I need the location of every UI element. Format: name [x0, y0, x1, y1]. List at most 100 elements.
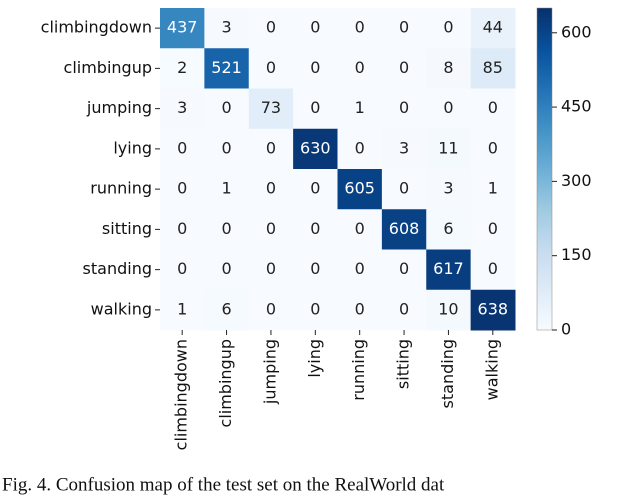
- cell-label: 0: [399, 259, 409, 278]
- cell-label: 0: [399, 58, 409, 77]
- cell: [337, 249, 383, 291]
- cell-label: 630: [300, 138, 331, 157]
- cell-label: 3: [399, 138, 409, 157]
- cell: [160, 48, 205, 89]
- cell-label: 0: [266, 179, 276, 198]
- cell: [204, 249, 250, 291]
- cell-label: 0: [399, 179, 409, 198]
- cell: [470, 209, 516, 250]
- cell-label: 0: [355, 18, 365, 37]
- cell-label: 0: [310, 98, 320, 117]
- x-tick-label: climbingdown: [172, 339, 191, 450]
- cell: [293, 289, 338, 331]
- cell-label: 0: [355, 58, 365, 77]
- colorbar: [536, 7, 553, 331]
- cell-label: 521: [211, 58, 242, 77]
- cell: [293, 128, 338, 170]
- x-tick-label: sitting: [394, 339, 413, 389]
- cell: [248, 48, 294, 89]
- cell-label: 608: [389, 219, 420, 238]
- x-tick-label: running: [349, 339, 368, 401]
- cell: [337, 289, 383, 331]
- cell: [204, 48, 250, 89]
- cell-label: 1: [177, 299, 187, 318]
- cell: [470, 8, 516, 49]
- colorbar-tick-label: 0: [561, 320, 571, 339]
- y-tick-label: walking: [91, 299, 152, 318]
- y-tick-label: climbingdown: [41, 18, 152, 37]
- cell: [426, 249, 472, 291]
- cell: [426, 8, 472, 49]
- cell-label: 0: [399, 98, 409, 117]
- cell-label: 0: [266, 259, 276, 278]
- cell: [204, 289, 250, 331]
- cell-label: 73: [261, 98, 281, 117]
- cell: [381, 209, 427, 250]
- cell-label: 0: [488, 138, 498, 157]
- cell-label: 3: [221, 18, 231, 37]
- cell-label: 0: [355, 138, 365, 157]
- y-tick-label: jumping: [86, 98, 152, 117]
- cell: [160, 289, 205, 331]
- cell-label: 6: [221, 299, 231, 318]
- cell-label: 0: [310, 219, 320, 238]
- cell-label: 0: [443, 98, 453, 117]
- cell: [470, 289, 516, 331]
- cell: [248, 209, 294, 250]
- cell-label: 0: [221, 98, 231, 117]
- cell: [160, 8, 205, 49]
- cell-label: 605: [344, 179, 375, 198]
- cell: [204, 8, 250, 49]
- colorbar-tick-label: 600: [561, 22, 592, 41]
- y-tick-label: climbingup: [64, 58, 152, 77]
- cell-label: 0: [355, 219, 365, 238]
- cell: [337, 88, 383, 130]
- cell: [381, 48, 427, 89]
- cell: [248, 8, 294, 49]
- cell-label: 0: [488, 98, 498, 117]
- cell-label: 85: [483, 58, 503, 77]
- cell: [470, 169, 516, 210]
- y-tick-label: sitting: [102, 219, 152, 238]
- cell-label: 2: [177, 58, 187, 77]
- cell: [160, 88, 205, 130]
- cell-label: 6: [443, 219, 453, 238]
- cell-label: 1: [488, 179, 498, 198]
- cell: [381, 289, 427, 331]
- cell: [160, 169, 205, 210]
- cell-label: 0: [266, 58, 276, 77]
- cell: [293, 48, 338, 89]
- x-tick-label: climbingup: [216, 339, 235, 427]
- cell: [470, 48, 516, 89]
- cell-label: 0: [177, 259, 187, 278]
- colorbar-tick-label: 300: [561, 171, 592, 190]
- cell-label: 0: [221, 259, 231, 278]
- cell: [381, 128, 427, 170]
- cell-label: 0: [177, 179, 187, 198]
- cell-label: 0: [488, 219, 498, 238]
- cell: [337, 209, 383, 250]
- cell: [248, 88, 294, 130]
- cell: [204, 169, 250, 210]
- cell: [337, 8, 383, 49]
- cell: [426, 128, 472, 170]
- cell-label: 1: [221, 179, 231, 198]
- cell: [248, 169, 294, 210]
- cell: [293, 169, 338, 210]
- cell: [426, 88, 472, 130]
- cell: [426, 169, 472, 210]
- cell-label: 8: [443, 58, 453, 77]
- cell-label: 617: [433, 259, 464, 278]
- cell: [160, 249, 205, 291]
- y-tick-label: lying: [113, 138, 152, 157]
- cell-label: 0: [266, 219, 276, 238]
- cell-label: 0: [310, 18, 320, 37]
- cell-label: 0: [310, 299, 320, 318]
- cell-label: 0: [355, 299, 365, 318]
- y-tick-label: running: [90, 179, 152, 198]
- cell-label: 44: [483, 18, 503, 37]
- cell: [381, 88, 427, 130]
- cell: [381, 8, 427, 49]
- colorbar-tick-label: 450: [561, 97, 592, 116]
